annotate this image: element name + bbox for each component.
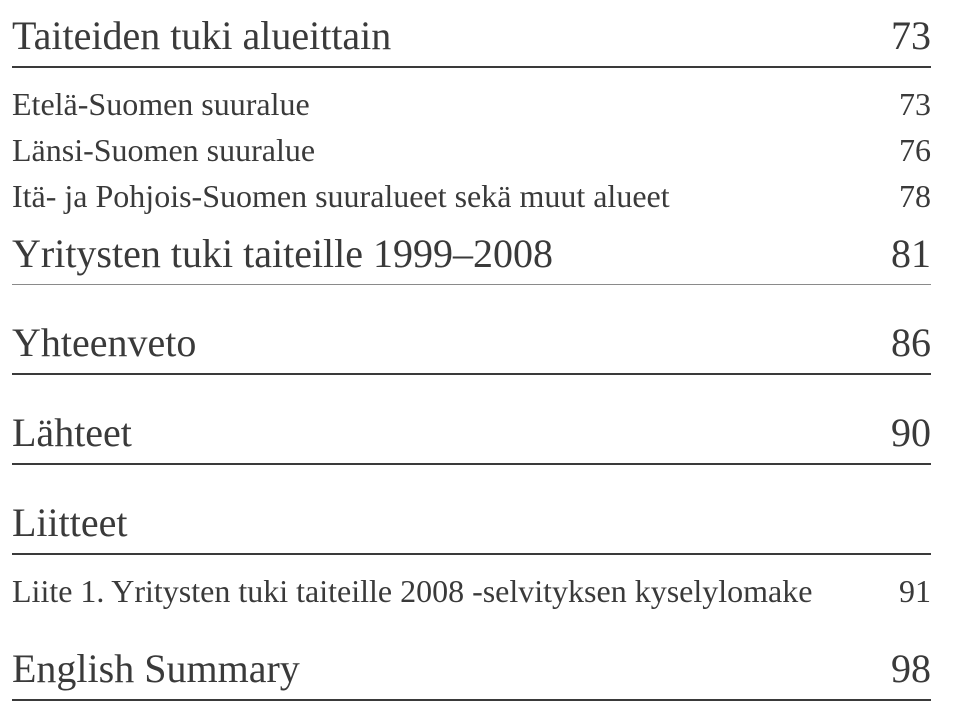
toc-subsection-heading: Yritysten tuki taiteille 1999–2008 81 — [12, 230, 931, 278]
rule — [12, 699, 931, 701]
toc-page: Taiteiden tuki alueittain 73 Etelä-Suome… — [0, 0, 959, 721]
toc-section-heading: Lähteet 90 — [12, 409, 931, 457]
section-title: Taiteiden tuki alueittain — [12, 12, 391, 60]
toc-section-heading: Taiteiden tuki alueittain 73 — [12, 12, 931, 60]
item-label: Länsi-Suomen suuralue — [12, 130, 315, 170]
subsection-page: 81 — [871, 230, 931, 278]
toc-item: Länsi-Suomen suuralue 76 — [12, 130, 931, 170]
section-page: 73 — [871, 12, 931, 60]
section-title: English Summary — [12, 645, 300, 693]
toc-item: Itä- ja Pohjois-Suomen suuralueet sekä m… — [12, 176, 931, 216]
item-label: Liite 1. Yritysten tuki taiteille 2008 -… — [12, 571, 812, 611]
toc-item: Liite 1. Yritysten tuki taiteille 2008 -… — [12, 571, 931, 611]
section-page: 86 — [871, 319, 931, 367]
item-page: 91 — [871, 571, 931, 611]
section-title: Liitteet — [12, 499, 128, 547]
section-page: 90 — [871, 409, 931, 457]
toc-section-heading: Liitteet — [12, 499, 931, 547]
section-page: 98 — [871, 645, 931, 693]
toc-section-heading: English Summary 98 — [12, 645, 931, 693]
toc-section-heading: Yhteenveto 86 — [12, 319, 931, 367]
section-title: Lähteet — [12, 409, 132, 457]
item-page: 76 — [871, 130, 931, 170]
toc-item: Etelä-Suomen suuralue 73 — [12, 84, 931, 124]
item-page: 78 — [871, 176, 931, 216]
item-page: 73 — [871, 84, 931, 124]
item-label: Etelä-Suomen suuralue — [12, 84, 310, 124]
subsection-title: Yritysten tuki taiteille 1999–2008 — [12, 230, 553, 278]
item-label: Itä- ja Pohjois-Suomen suuralueet sekä m… — [12, 176, 670, 216]
section-title: Yhteenveto — [12, 319, 196, 367]
